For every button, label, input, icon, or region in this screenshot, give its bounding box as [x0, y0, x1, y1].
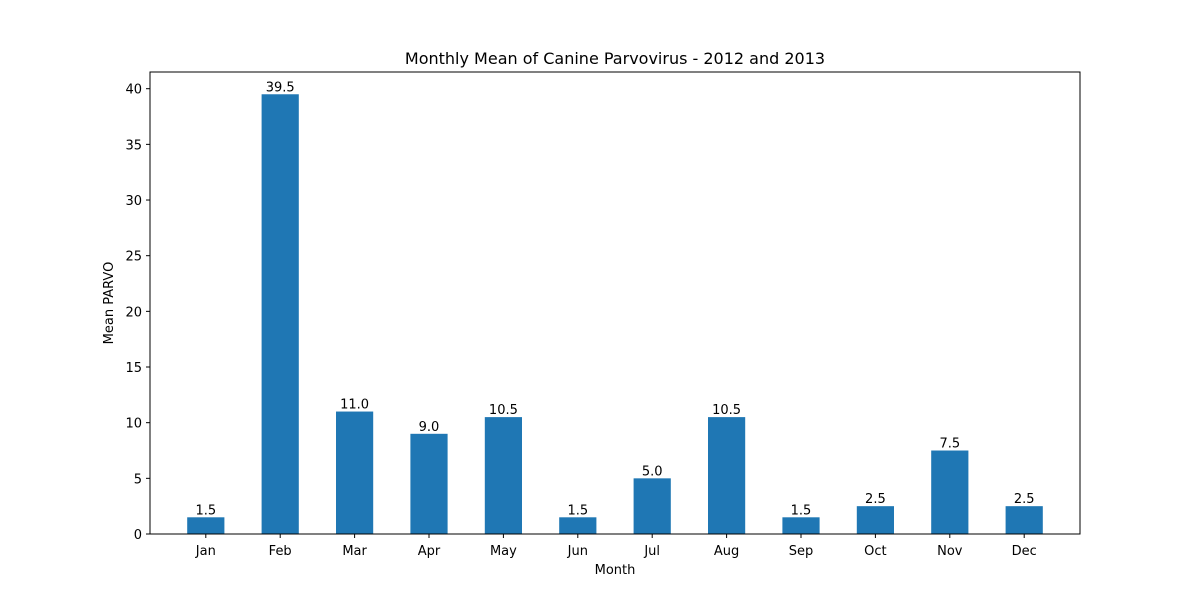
data-label-mar: 11.0 — [340, 398, 369, 413]
data-label-sep: 1.5 — [791, 503, 812, 518]
bar-apr — [410, 433, 448, 534]
data-label-feb: 39.5 — [266, 80, 295, 95]
y-axis-label: Mean PARVO — [102, 262, 117, 345]
data-label-apr: 9.0 — [419, 420, 440, 435]
x-tick-label: Jan — [195, 544, 216, 559]
data-label-jun: 1.5 — [567, 503, 588, 518]
x-tick-label: Jul — [643, 544, 660, 559]
y-tick-label: 15 — [125, 361, 142, 376]
x-tick-label: Aug — [714, 544, 739, 559]
y-tick-label: 20 — [125, 305, 142, 320]
data-label-dec: 2.5 — [1014, 492, 1035, 507]
data-label-oct: 2.5 — [865, 492, 886, 507]
x-axis-ticks: Jan Feb Mar Apr May Jun Jul Aug Sep Oct Nov Dec — [195, 534, 1037, 559]
data-label-aug: 10.5 — [712, 403, 741, 418]
x-tick-label: Apr — [418, 544, 441, 559]
x-tick-label: Jun — [567, 544, 588, 559]
y-tick-label: 40 — [125, 83, 142, 98]
x-tick-label: Feb — [269, 544, 292, 559]
bar-jan — [187, 517, 225, 534]
bar-oct — [856, 506, 894, 534]
bar-feb — [261, 94, 299, 534]
bar-jun — [559, 517, 597, 534]
y-axis-ticks: 0 5 10 15 20 25 30 35 40 — [125, 83, 150, 543]
bar-sep — [782, 517, 820, 534]
bar-mar — [336, 411, 374, 534]
data-label-may: 10.5 — [489, 403, 518, 418]
bar-aug — [708, 417, 746, 534]
y-tick-label: 10 — [125, 417, 142, 432]
data-labels-group: 1.5 39.5 11.0 9.0 10.5 1.5 5.0 10.5 1.5 2.5 7.5 2.5 — [195, 80, 1034, 518]
data-label-jul: 5.0 — [642, 464, 663, 479]
y-tick-label: 35 — [125, 138, 142, 153]
chart-title: Monthly Mean of Canine Parvovirus - 2012… — [405, 49, 825, 68]
y-tick-label: 30 — [125, 194, 142, 209]
plot-frame — [149, 71, 1081, 535]
y-tick-label: 0 — [134, 528, 142, 543]
bars-group — [187, 94, 1043, 534]
x-tick-label: Sep — [789, 544, 814, 559]
data-label-jan: 1.5 — [195, 503, 216, 518]
data-label-nov: 7.5 — [939, 437, 960, 452]
bar-may — [484, 417, 522, 534]
x-tick-label: Mar — [342, 544, 367, 559]
y-tick-label: 25 — [125, 250, 142, 265]
bar-nov — [931, 450, 969, 534]
bar-dec — [1005, 506, 1043, 534]
x-tick-label: Nov — [937, 544, 963, 559]
x-tick-label: Dec — [1012, 544, 1037, 559]
x-tick-label: Oct — [864, 544, 886, 559]
x-axis-label: Month — [595, 563, 636, 578]
y-tick-label: 5 — [134, 472, 142, 487]
x-tick-label: May — [490, 544, 517, 559]
bar-jul — [633, 478, 671, 534]
